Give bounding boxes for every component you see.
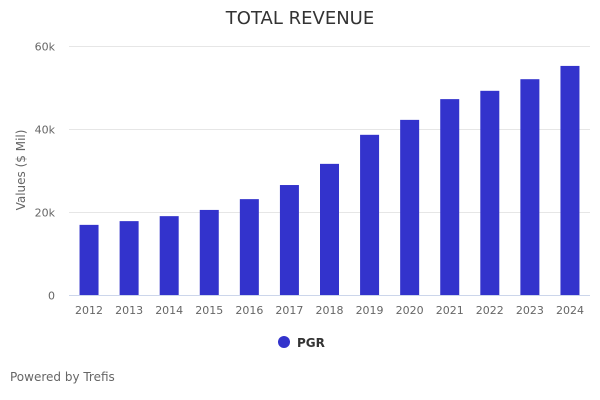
- y-axis-label: Values ($ Mil): [14, 130, 28, 211]
- bar-2015[interactable]: [199, 209, 219, 295]
- y-tick-label: 20k: [35, 207, 56, 220]
- y-axis-ticks: 0 20k 40k 60k: [35, 41, 56, 303]
- x-tick-label: 2012: [75, 304, 103, 317]
- bar-2019[interactable]: [360, 134, 380, 295]
- legend[interactable]: PGR: [278, 336, 325, 350]
- bar-2013[interactable]: [119, 221, 139, 295]
- x-tick-label: 2019: [356, 304, 384, 317]
- x-tick-label: 2020: [396, 304, 424, 317]
- bars: [79, 65, 580, 296]
- bar-2021[interactable]: [440, 99, 460, 296]
- x-tick-label: 2022: [476, 304, 504, 317]
- x-tick-label: 2021: [436, 304, 464, 317]
- y-tick-label: 0: [48, 290, 55, 303]
- x-tick-label: 2023: [516, 304, 544, 317]
- credits-text[interactable]: Powered by Trefis: [10, 370, 115, 384]
- bar-2012[interactable]: [79, 224, 99, 295]
- bar-2022[interactable]: [480, 90, 500, 295]
- y-tick-label: 40k: [35, 124, 56, 137]
- x-tick-label: 2024: [556, 304, 584, 317]
- bar-2017[interactable]: [279, 185, 299, 295]
- x-tick-label: 2016: [235, 304, 263, 317]
- x-axis-ticks: 2012 2013 2014 2015 2016 2017 2018 2019 2020 2021…: [75, 304, 584, 317]
- chart-title: TOTAL REVENUE: [225, 8, 374, 29]
- bar-2024[interactable]: [560, 65, 580, 295]
- bar-2014[interactable]: [159, 216, 179, 295]
- x-tick-label: 2013: [115, 304, 143, 317]
- x-tick-label: 2018: [316, 304, 344, 317]
- bar-2018[interactable]: [320, 163, 339, 295]
- x-tick-label: 2014: [155, 304, 183, 317]
- bar-2020[interactable]: [400, 119, 420, 296]
- legend-marker-pgr: [278, 336, 290, 348]
- y-tick-label: 60k: [35, 41, 56, 54]
- x-tick-label: 2015: [195, 304, 223, 317]
- bar-2016[interactable]: [239, 199, 259, 295]
- bar-2023[interactable]: [520, 79, 540, 295]
- x-tick-label: 2017: [275, 304, 303, 317]
- legend-label-pgr[interactable]: PGR: [297, 336, 325, 350]
